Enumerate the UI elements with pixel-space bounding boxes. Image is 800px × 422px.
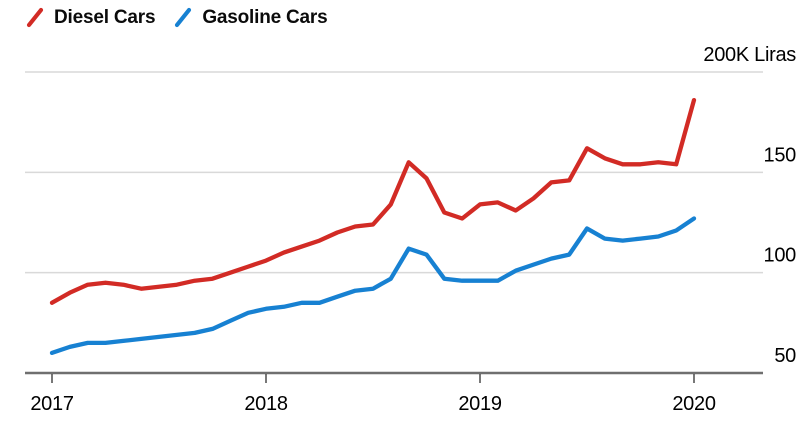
y-tick-label: 150: [764, 144, 797, 166]
gasoline-data-line: [49, 216, 697, 356]
legend-item-gasoline: Gasoline Cars: [173, 5, 328, 31]
x-tick-label: 2019: [458, 393, 501, 415]
y-tick-label: 100: [764, 245, 797, 267]
diesel-data-line: [49, 97, 697, 305]
x-tick-label: 2020: [672, 393, 715, 415]
y-tick-label: 200K Liras: [703, 44, 796, 66]
x-tick-label: 2017: [30, 393, 73, 415]
legend-item-diesel: Diesel Cars: [25, 5, 156, 31]
legend-label-diesel: Diesel Cars: [54, 7, 156, 28]
chart-legend: Diesel Cars Gasoline Cars: [25, 5, 328, 31]
diesel-line-icon: [26, 7, 44, 28]
gasoline-line-icon: [175, 7, 192, 28]
legend-label-gasoline: Gasoline Cars: [202, 7, 328, 28]
diesel-slash-stroke: [26, 7, 44, 28]
y-tick-label: 50: [774, 345, 796, 367]
gasoline-slash-stroke: [175, 7, 192, 28]
x-tick-label: 2018: [244, 393, 287, 415]
